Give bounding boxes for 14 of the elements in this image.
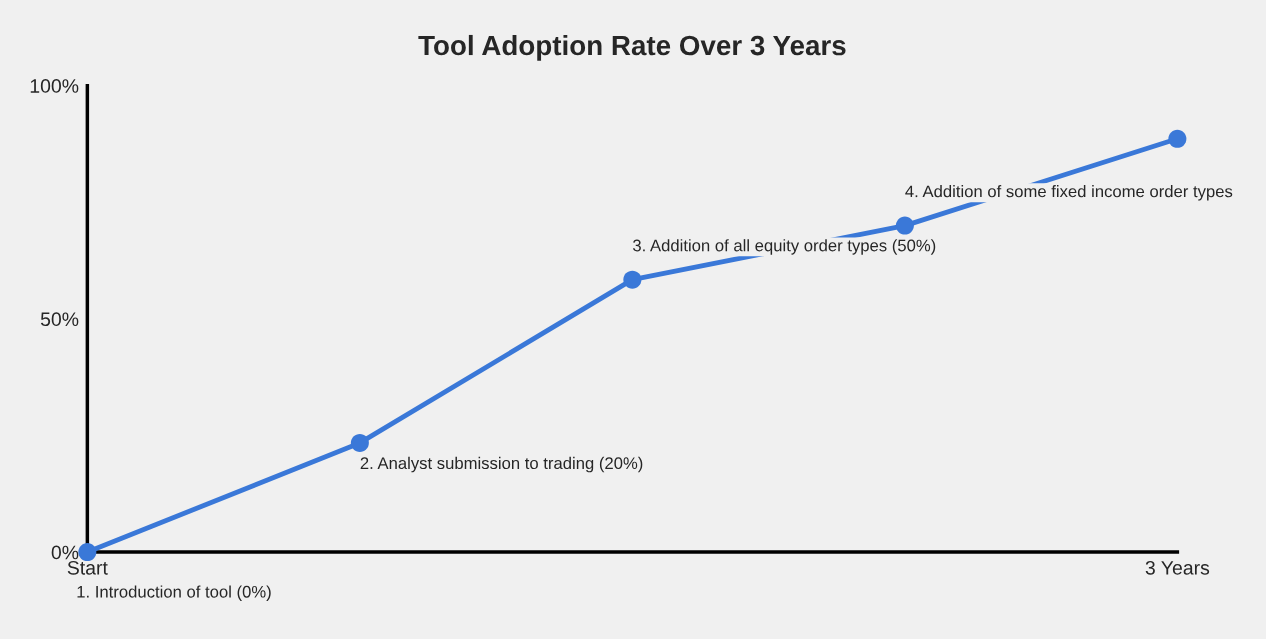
y-tick-label: 100% <box>30 79 79 93</box>
annotation: 4. Addition of some fixed income order types <box>905 185 1233 201</box>
y-tick-label: 0% <box>51 545 79 560</box>
point <box>895 216 914 235</box>
point <box>623 270 642 289</box>
chart-title: Tool Adoption Rate Over 3 Years <box>418 34 846 61</box>
point <box>1168 129 1187 148</box>
annotation: 3. Addition of all equity order types (50%) <box>633 239 936 255</box>
point <box>350 433 369 452</box>
x-tick-label: Start <box>67 560 108 575</box>
annotation: 2. Analyst submission to trading (20%) <box>360 456 643 473</box>
x-tick-label: 3 Years <box>1145 560 1210 575</box>
y-tick-label: 50% <box>40 312 79 327</box>
text: 1. Introduction of tool (0%) <box>77 585 271 601</box>
